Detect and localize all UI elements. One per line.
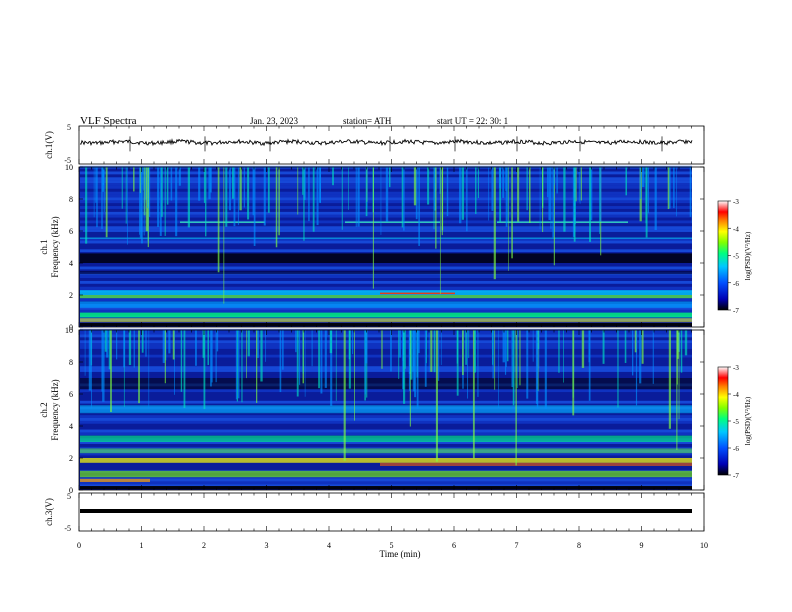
date-label: Jan. 23, 2023 xyxy=(250,116,298,126)
ch1-colorbar-tick-label: -4 xyxy=(733,225,739,233)
ch2-colorbar xyxy=(717,366,729,476)
ch2-spectrogram xyxy=(78,328,705,491)
x-tick-label: 0 xyxy=(77,541,81,550)
x-tick-label: 6 xyxy=(452,541,456,550)
station-label: station= ATH xyxy=(343,116,392,126)
ch2-ytick-label: 4 xyxy=(69,422,73,431)
ch1-ytick-label: 6 xyxy=(69,227,73,236)
start-time-label: start UT = 22: 30: 1 xyxy=(437,116,508,126)
ch2-colorbar-tick-label: -6 xyxy=(733,445,739,453)
ch1-ytick-label: 8 xyxy=(69,195,73,204)
ch2-spec-ylabel-channel: ch.2 xyxy=(39,402,49,417)
ch2-colorbar-label: log(PSD)(V²/Hz) xyxy=(744,396,752,445)
ch3-ylabel: ch.3(V) xyxy=(44,498,54,526)
ch1-waveform-trace xyxy=(79,138,693,147)
x-tick-label: 10 xyxy=(700,541,708,550)
ch1-ytick-label: 10 xyxy=(65,163,73,172)
ch1-colorbar-tick-label: -5 xyxy=(733,253,739,261)
ch1-colorbar-tick-label: -7 xyxy=(733,307,739,315)
figure-title: VLF Spectra xyxy=(80,115,137,127)
x-tick-label: 5 xyxy=(390,541,394,550)
ch2-colorbar-tick-label: -7 xyxy=(733,472,739,480)
ch2-ytick-label: 6 xyxy=(69,390,73,399)
ch1-ytick-label: 0 xyxy=(69,323,73,332)
ch2-colorbar-tick-label: -5 xyxy=(733,418,739,426)
ch3-ytick-neg5: -5 xyxy=(64,524,71,533)
ch1-ytick-neg5: -5 xyxy=(64,156,71,165)
ch2-colorbar-tick-label: -3 xyxy=(733,364,739,372)
x-tick-label: 7 xyxy=(515,541,519,550)
ch1-spec-ylabel-freq: Frequency (kHz) xyxy=(50,216,60,277)
ch3-ytick-5: 5 xyxy=(67,492,71,501)
x-tick-label: 4 xyxy=(327,541,331,550)
x-tick-label: 1 xyxy=(140,541,144,550)
ch1-colorbar-label: log(PSD)(V²/Hz) xyxy=(744,231,752,280)
ch2-ytick-label: 2 xyxy=(69,454,73,463)
x-tick-label: 9 xyxy=(640,541,644,550)
ch2-ytick-label: 8 xyxy=(69,358,73,367)
ch1-ytick-5: 5 xyxy=(67,123,71,132)
ch2-spec-ylabel-freq: Frequency (kHz) xyxy=(50,379,60,440)
ch1-waveform-frame xyxy=(78,125,705,165)
ch1-colorbar xyxy=(717,200,729,311)
ch1-waveform-line xyxy=(79,136,693,152)
ch1-ylabel: ch.1(V) xyxy=(44,131,54,159)
x-tick-label: 2 xyxy=(202,541,206,550)
x-tick-label: 3 xyxy=(265,541,269,550)
ch3-waveform-line xyxy=(80,509,692,513)
ch1-ytick-label: 2 xyxy=(69,291,73,300)
x-tick-label: 8 xyxy=(577,541,581,550)
ch2-colorbar-tick-label: -4 xyxy=(733,391,739,399)
ch1-ytick-label: 4 xyxy=(69,259,73,268)
ch1-spectrogram xyxy=(78,165,705,328)
x-axis-label: Time (min) xyxy=(380,549,421,559)
ch1-colorbar-tick-label: -3 xyxy=(733,198,739,206)
ch2-ytick-label: 10 xyxy=(65,326,73,335)
ch2-ytick-label: 0 xyxy=(69,486,73,495)
ch1-spec-ylabel-channel: ch.1 xyxy=(39,239,49,254)
ch1-colorbar-tick-label: -6 xyxy=(733,280,739,288)
